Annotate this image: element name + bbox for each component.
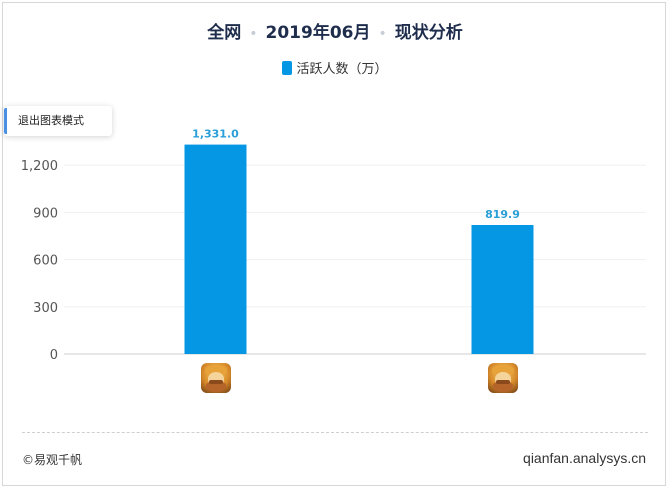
- chart-legend[interactable]: 活跃人数（万）: [0, 58, 670, 77]
- title-separator: •: [378, 26, 387, 42]
- title-period: 2019年06月: [265, 23, 371, 43]
- icon-hair: [491, 365, 514, 374]
- bar[interactable]: [471, 225, 534, 354]
- y-tick-label: 600: [33, 254, 58, 269]
- chart-frame: [2, 2, 666, 486]
- y-tick-label: 0: [50, 348, 58, 363]
- exit-chart-mode-button[interactable]: 退出图表模式: [4, 106, 112, 136]
- icon-mustache: [208, 380, 223, 384]
- app-icon-clash-of-clans[interactable]: [487, 363, 518, 393]
- y-tick-label: 300: [33, 301, 58, 316]
- footer-divider: [22, 432, 648, 433]
- button-accent-bar: [4, 108, 7, 134]
- exit-chart-mode-label: 退出图表模式: [18, 114, 84, 127]
- chart-title: 全网 • 2019年06月 • 现状分析: [0, 18, 670, 43]
- title-scope: 全网: [207, 23, 242, 43]
- title-separator: •: [249, 26, 258, 42]
- title-analysis: 现状分析: [394, 23, 463, 43]
- legend-swatch: [282, 61, 293, 75]
- icon-hair: [204, 365, 227, 374]
- icon-beard: [492, 382, 513, 392]
- data-label: 819.9: [485, 208, 520, 221]
- bar[interactable]: [184, 144, 247, 354]
- copyright-text: ©易观千帆: [22, 453, 83, 467]
- icon-beard: [205, 382, 226, 392]
- icon-mustache: [495, 380, 510, 384]
- y-tick-label: 900: [33, 206, 58, 221]
- y-tick-label: 1,200: [21, 159, 58, 174]
- site-link[interactable]: qianfan.analysys.cn: [523, 450, 646, 466]
- data-label: 1,331.0: [192, 128, 239, 141]
- app-icon-clash-of-clans[interactable]: [200, 363, 231, 393]
- legend-label: 活跃人数（万）: [296, 62, 388, 77]
